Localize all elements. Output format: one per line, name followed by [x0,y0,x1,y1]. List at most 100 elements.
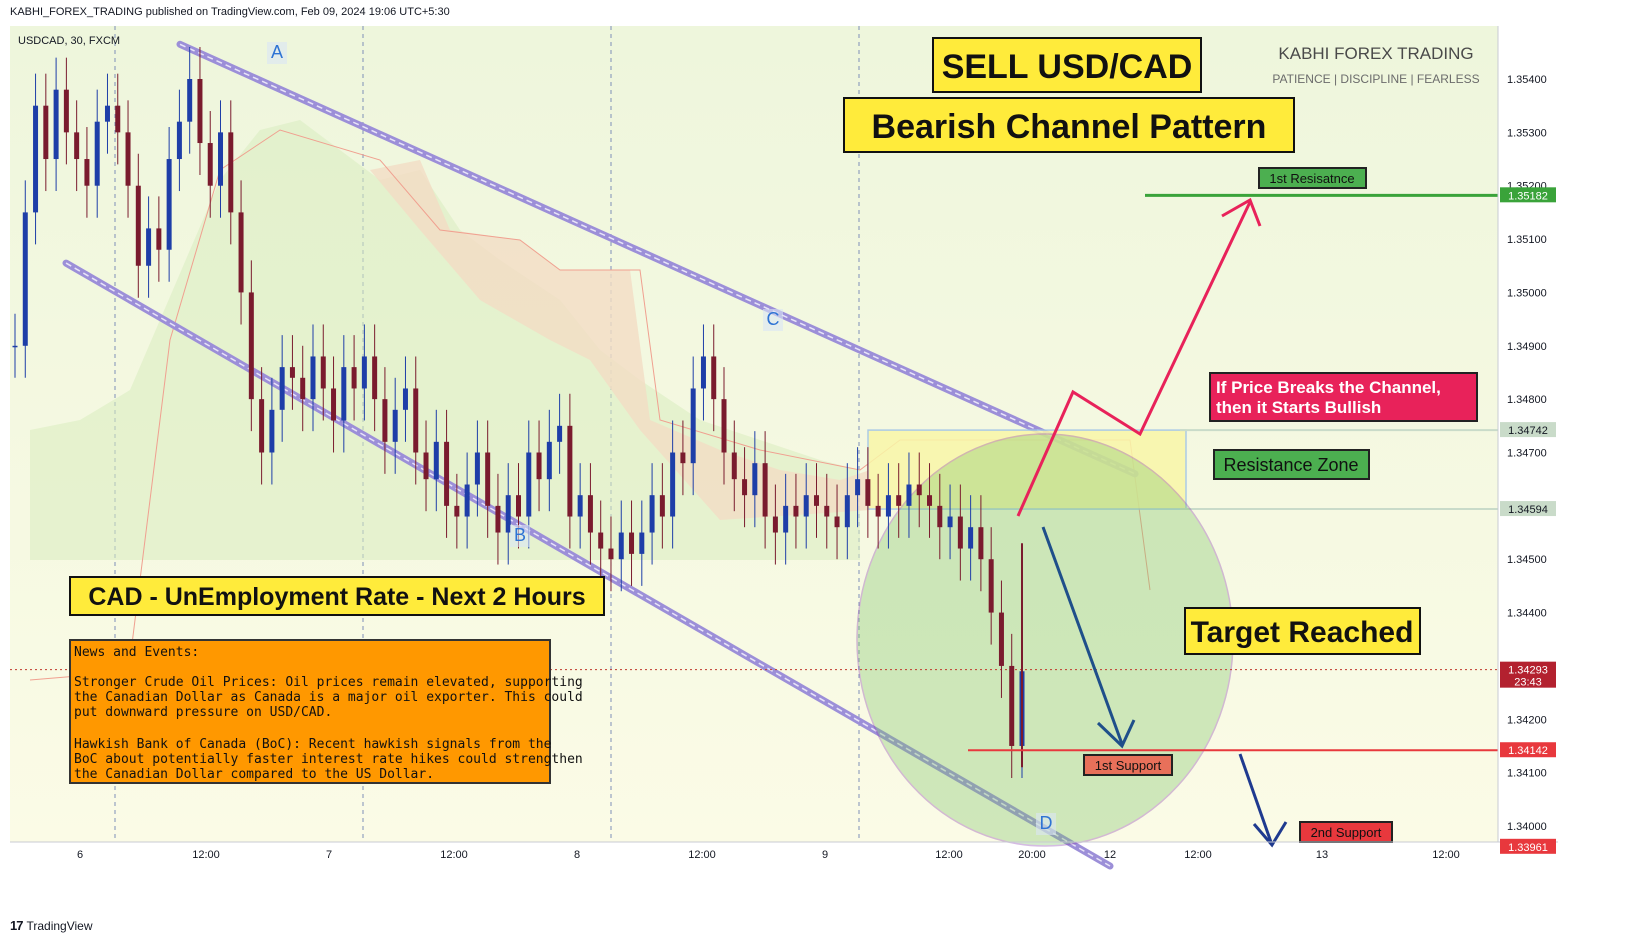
candle-body [608,548,614,560]
candle-body [166,159,172,250]
price-tag: 1.34742 [1508,425,1548,437]
candle-body [259,399,265,453]
news-oil-line: the Canadian Dollar as Canada is a major… [74,690,583,705]
candle-body [269,409,275,453]
candle-body [331,388,337,421]
candle-body [762,463,768,517]
price-countdown: 23:43 [1514,677,1542,689]
publish-info: KABHI_FOREX_TRADING published on Trading… [10,6,450,18]
price-tag-bg [1500,422,1556,438]
channel-lower-inner [65,262,1111,867]
candle-body [598,532,604,549]
y-tick-label: 1.35000 [1507,287,1547,299]
candle-body [22,212,28,346]
candle-body [536,452,542,480]
x-tick-label: 13 [1316,849,1328,861]
pattern-box [843,97,1295,153]
candle-body [135,185,141,266]
candle-body [968,527,974,549]
candle-body [228,132,234,213]
candle-body [731,452,737,480]
y-tick-label: 1.34000 [1507,821,1547,833]
candle-body [310,356,316,400]
candle-body [927,495,933,506]
candle-body [516,495,521,517]
news-boc-line: Hawkish Bank of Canada (BoC): Recent haw… [74,737,552,752]
price-tag-bg [1500,187,1556,203]
x-tick-label: 9 [822,849,828,861]
candle-body [300,377,306,400]
candle-body [444,441,450,506]
x-tick-label: 8 [574,849,580,861]
candle-body [146,228,152,266]
candle-body [320,356,326,389]
candle-body [629,532,635,554]
candle-body [84,159,90,186]
tradingview-logo-icon: 17 [10,918,24,933]
candle-body [659,495,665,517]
y-tick-label: 1.34800 [1507,394,1547,406]
x-tick-label: 12:00 [935,849,963,861]
sell-box [932,37,1202,93]
candle-body [1009,665,1015,746]
candle-body [207,143,213,186]
resistance-1-label: 1st Resisatnce [1269,171,1354,186]
candle-body [896,495,902,506]
point-bg-A [267,42,287,64]
candle-body [392,409,398,442]
price-tag: 1.34594 [1508,504,1548,516]
candle-body [855,479,861,496]
x-tick-label: 20:00 [1018,849,1046,861]
resistance-zone-label: Resistance Zone [1223,455,1358,475]
news-oil-line: put downward pressure on USD/CAD. [74,705,332,720]
tradingview-brand: TradingView [26,918,93,933]
candle-body [382,399,388,442]
support-2-arrow [1238,753,1274,846]
candle-body [803,495,809,517]
tradingview-footer[interactable]: 17 TradingView [10,918,93,933]
price-tag-bg [1500,838,1556,854]
price-tag-bg [1500,661,1556,688]
cad-box [69,576,605,616]
point-bg-C [763,309,783,331]
x-tick-label: 12:00 [688,849,716,861]
candle-body [916,484,922,496]
candle-body [752,463,758,496]
y-tick-label: 1.34100 [1507,768,1547,780]
candle-body [63,89,69,133]
price-tag: 1.35182 [1508,190,1548,202]
y-tick-label: 1.34900 [1507,341,1547,353]
candle-body [937,505,943,528]
candle-body [526,452,532,517]
brand-subtitle: PATIENCE | DISCIPLINE | FEARLESS [1272,72,1479,86]
bullish-arrowhead [1221,197,1262,227]
candle-body [413,388,419,453]
candle-body [104,105,110,122]
y-tick-label: 1.34500 [1507,554,1547,566]
candle-body [988,559,994,613]
sell-label: SELL USD/CAD [942,48,1193,86]
candle-body [824,505,830,517]
price-tag-bg [1500,742,1556,758]
candle-body [957,516,963,549]
candle-body [577,495,583,517]
candle-body [947,516,953,528]
candle-body [279,367,285,410]
point-label-B: B [514,525,526,545]
candle-body [721,399,727,453]
candle-body [12,345,18,348]
candle-body [176,121,182,160]
news-boc-line: the Canadian Dollar compared to the US D… [74,767,434,782]
candle-body [875,505,881,517]
candle-body [372,356,378,400]
news-oil-line: Stronger Crude Oil Prices: Oil prices re… [74,675,583,690]
pattern-label: Bearish Channel Pattern [872,108,1267,146]
candle-body [289,367,295,378]
x-tick-label: 12:00 [192,849,220,861]
candle-body [742,479,748,496]
price-tag-bg [1500,501,1556,517]
x-tick-label: 12 [1104,849,1116,861]
news-box [69,639,551,784]
candle-body [361,356,367,389]
